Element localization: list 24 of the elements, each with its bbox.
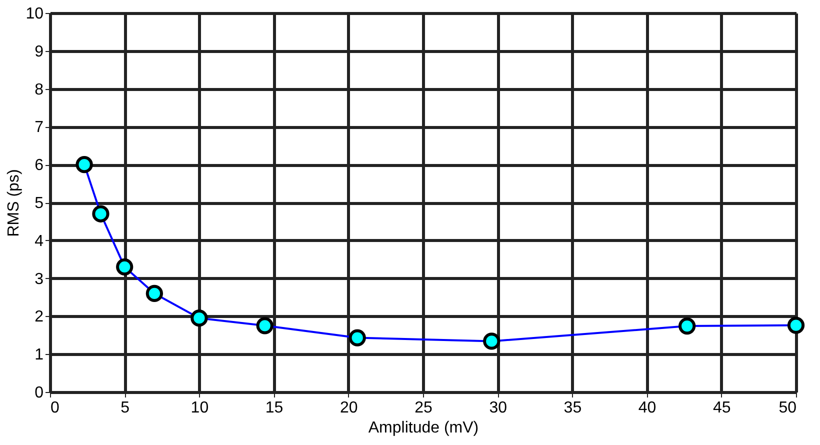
y-tick-label: 10: [26, 6, 44, 22]
y-tick-label: 7: [34, 119, 44, 136]
x-tick-label: 5: [120, 400, 130, 416]
y-tick-label: 1: [34, 346, 44, 364]
x-axis-title: Amplitude (mV): [368, 420, 479, 436]
y-tick-label: 0: [34, 384, 44, 402]
y-tick-label: 2: [34, 308, 44, 326]
y-tick-label: 4: [34, 232, 44, 250]
y-tick-label: 5: [34, 195, 44, 212]
x-tick-label: 35: [564, 400, 582, 416]
y-tick-label: 8: [34, 81, 44, 98]
x-tick-label: 40: [638, 400, 656, 416]
x-tick-label: 0: [50, 400, 60, 416]
x-tick-label: 50: [778, 400, 797, 416]
y-axis-title: RMS (ps): [6, 169, 23, 237]
x-tick-label: 25: [414, 400, 432, 416]
x-tick-label: 15: [265, 400, 284, 416]
x-tick-label: 30: [489, 400, 508, 416]
y-tick-label: 6: [34, 157, 44, 174]
y-tick-label: 3: [34, 270, 44, 288]
x-tick-label: 20: [340, 400, 358, 416]
y-tick-label: 9: [34, 43, 44, 60]
x-tick-label: 10: [190, 400, 209, 416]
x-tick-label: 45: [713, 400, 731, 416]
